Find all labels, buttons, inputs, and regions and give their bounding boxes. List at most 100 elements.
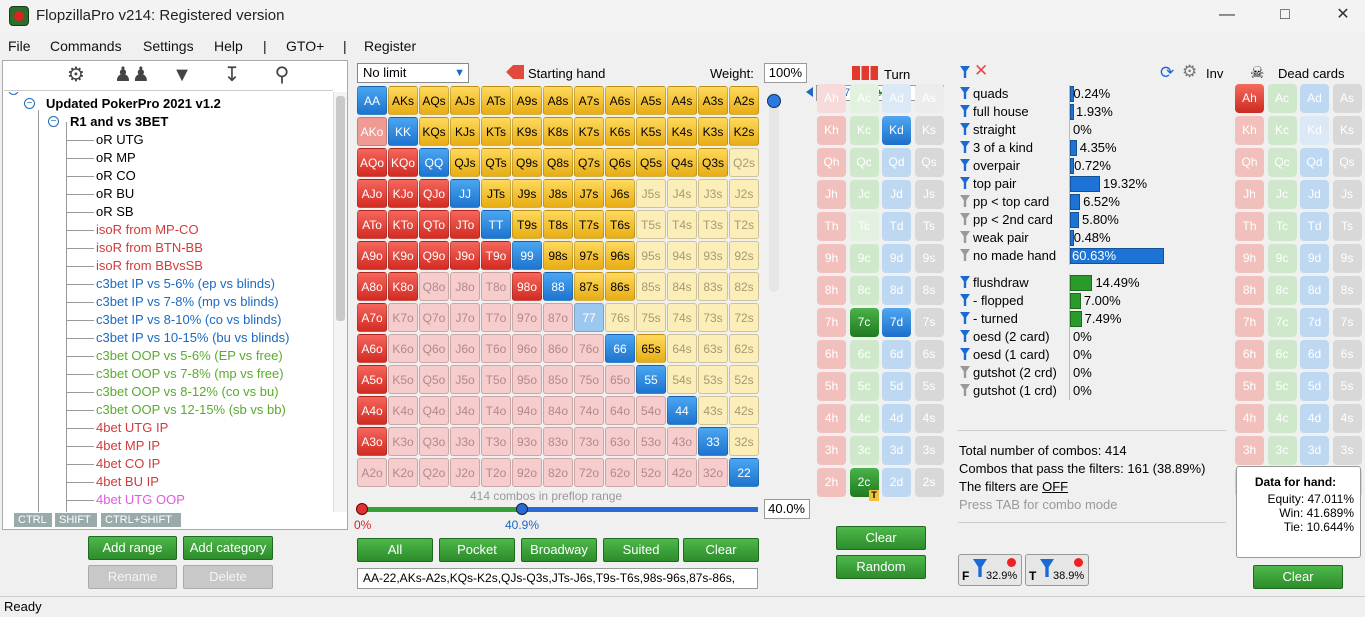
gear-icon[interactable]: ⚙ bbox=[1182, 62, 1198, 81]
dead-card-Qd[interactable]: Qd bbox=[1300, 148, 1329, 177]
tree-range-item[interactable]: oR CO bbox=[96, 168, 136, 183]
hand-cell-AJs[interactable]: AJs bbox=[450, 86, 480, 115]
dead-card-Jd[interactable]: Jd bbox=[1300, 180, 1329, 209]
board-card-Kh[interactable]: Kh bbox=[817, 116, 846, 145]
hand-cell-42o[interactable]: 42o bbox=[667, 458, 697, 487]
board-card-7d[interactable]: 7d bbox=[882, 308, 911, 337]
hand-cell-T4s[interactable]: T4s bbox=[667, 210, 697, 239]
tree-range-item[interactable]: oR MP bbox=[96, 150, 136, 165]
dead-card-7d[interactable]: 7d bbox=[1300, 308, 1329, 337]
settings-icon[interactable]: ⚙ bbox=[67, 64, 85, 86]
dead-card-4s[interactable]: 4s bbox=[1332, 404, 1362, 433]
dead-card-Td[interactable]: Td bbox=[1300, 212, 1329, 241]
board-card-9d[interactable]: 9d bbox=[882, 244, 911, 273]
dead-card-As[interactable]: As bbox=[1332, 84, 1362, 113]
tree-range-item[interactable]: oR BU bbox=[96, 186, 135, 201]
hand-cell-K5o[interactable]: K5o bbox=[388, 365, 418, 394]
board-card-5s[interactable]: 5s bbox=[914, 372, 944, 401]
board-card-Ad[interactable]: Ad bbox=[882, 84, 911, 113]
maximize-icon[interactable]: □ bbox=[1280, 6, 1290, 23]
hand-cell-J5o[interactable]: J5o bbox=[450, 365, 480, 394]
hand-cell-KQs[interactable]: KQs bbox=[419, 117, 449, 146]
hand-cell-Q8s[interactable]: Q8s bbox=[543, 148, 573, 177]
hand-cell-Q5s[interactable]: Q5s bbox=[636, 148, 666, 177]
hand-cell-AQo[interactable]: AQo bbox=[357, 148, 387, 177]
hand-cell-T9o[interactable]: T9o bbox=[481, 241, 511, 270]
hand-cell-T9s[interactable]: T9s bbox=[512, 210, 542, 239]
rename-button[interactable]: Rename bbox=[88, 565, 177, 589]
hand-cell-K7s[interactable]: K7s bbox=[574, 117, 604, 146]
hand-cell-93s[interactable]: 93s bbox=[698, 241, 728, 270]
board-card-9h[interactable]: 9h bbox=[817, 244, 846, 273]
board-card-As[interactable]: As bbox=[914, 84, 944, 113]
hand-cell-65s[interactable]: 65s bbox=[636, 334, 666, 363]
hand-cell-AQs[interactable]: AQs bbox=[419, 86, 449, 115]
hand-cell-82o[interactable]: 82o bbox=[543, 458, 573, 487]
hand-cell-64s[interactable]: 64s bbox=[667, 334, 697, 363]
hand-cell-A2o[interactable]: A2o bbox=[357, 458, 387, 487]
hand-cell-A9o[interactable]: A9o bbox=[357, 241, 387, 270]
hand-cell-76s[interactable]: 76s bbox=[605, 303, 635, 332]
dead-card-Js[interactable]: Js bbox=[1332, 180, 1362, 209]
hand-cell-77[interactable]: 77 bbox=[574, 303, 604, 332]
board-card-8h[interactable]: 8h bbox=[817, 276, 846, 305]
hand-cell-K9o[interactable]: K9o bbox=[388, 241, 418, 270]
hand-cell-82s[interactable]: 82s bbox=[729, 272, 759, 301]
hand-cell-A5o[interactable]: A5o bbox=[357, 365, 387, 394]
menu-item-register[interactable]: Register bbox=[364, 38, 417, 54]
hand-cell-K4s[interactable]: K4s bbox=[667, 117, 697, 146]
board-card-Js[interactable]: Js bbox=[914, 180, 944, 209]
hand-cell-K8o[interactable]: K8o bbox=[388, 272, 418, 301]
hand-cell-Q7o[interactable]: Q7o bbox=[419, 303, 449, 332]
hand-cell-A2s[interactable]: A2s bbox=[729, 86, 759, 115]
hand-cell-T4o[interactable]: T4o bbox=[481, 396, 511, 425]
dead-card-6h[interactable]: 6h bbox=[1235, 340, 1264, 369]
hand-cell-A3o[interactable]: A3o bbox=[357, 427, 387, 456]
board-card-Qc[interactable]: Qc bbox=[849, 148, 879, 177]
filter-funnel-icon[interactable] bbox=[960, 294, 970, 306]
hand-cell-84s[interactable]: 84s bbox=[667, 272, 697, 301]
board-card-2h[interactable]: 2h bbox=[817, 468, 846, 497]
hand-cell-96s[interactable]: 96s bbox=[605, 241, 635, 270]
hand-cell-52s[interactable]: 52s bbox=[729, 365, 759, 394]
hand-cell-K2s[interactable]: K2s bbox=[729, 117, 759, 146]
hand-cell-QJo[interactable]: QJo bbox=[419, 179, 449, 208]
board-card-4c[interactable]: 4c bbox=[849, 404, 879, 433]
hand-cell-66[interactable]: 66 bbox=[605, 334, 635, 363]
board-card-2d[interactable]: 2d bbox=[882, 468, 911, 497]
hand-cell-86s[interactable]: 86s bbox=[605, 272, 635, 301]
hand-cell-98o[interactable]: 98o bbox=[512, 272, 542, 301]
game-type-select[interactable]: No limit bbox=[357, 63, 469, 83]
dead-card-9s[interactable]: 9s bbox=[1332, 244, 1362, 273]
filter-row[interactable]: oesd (2 card) bbox=[960, 328, 1050, 346]
hand-cell-J3o[interactable]: J3o bbox=[450, 427, 480, 456]
range-slider[interactable] bbox=[362, 507, 758, 512]
board-card-Ts[interactable]: Ts bbox=[914, 212, 944, 241]
filter-funnel-icon[interactable] bbox=[960, 123, 970, 135]
hand-cell-J8o[interactable]: J8o bbox=[450, 272, 480, 301]
hand-cell-88[interactable]: 88 bbox=[543, 272, 573, 301]
hand-cell-87o[interactable]: 87o bbox=[543, 303, 573, 332]
dead-card-4h[interactable]: 4h bbox=[1235, 404, 1264, 433]
hand-cell-63o[interactable]: 63o bbox=[605, 427, 635, 456]
range-broadway-button[interactable]: Broadway bbox=[521, 538, 597, 562]
hand-cell-75s[interactable]: 75s bbox=[636, 303, 666, 332]
dead-card-9c[interactable]: 9c bbox=[1267, 244, 1297, 273]
tree-range-item[interactable]: c3bet IP vs 10-15% (bu vs blinds) bbox=[96, 330, 290, 345]
tree-range-item[interactable]: 4bet MP IP bbox=[96, 438, 161, 453]
hand-cell-K3s[interactable]: K3s bbox=[698, 117, 728, 146]
dead-card-Ks[interactable]: Ks bbox=[1332, 116, 1362, 145]
dead-clear-button[interactable]: Clear bbox=[1253, 565, 1343, 589]
dead-card-8c[interactable]: 8c bbox=[1267, 276, 1297, 305]
board-card-3h[interactable]: 3h bbox=[817, 436, 846, 465]
hand-cell-76o[interactable]: 76o bbox=[574, 334, 604, 363]
board-card-9c[interactable]: 9c bbox=[849, 244, 879, 273]
hand-cell-97s[interactable]: 97s bbox=[574, 241, 604, 270]
hand-cell-K5s[interactable]: K5s bbox=[636, 117, 666, 146]
hand-cell-T5s[interactable]: T5s bbox=[636, 210, 666, 239]
hand-cell-44[interactable]: 44 bbox=[667, 396, 697, 425]
hand-cell-A8o[interactable]: A8o bbox=[357, 272, 387, 301]
hand-cell-Q9s[interactable]: Q9s bbox=[512, 148, 542, 177]
board-card-2s[interactable]: 2s bbox=[914, 468, 944, 497]
hand-cell-Q9o[interactable]: Q9o bbox=[419, 241, 449, 270]
